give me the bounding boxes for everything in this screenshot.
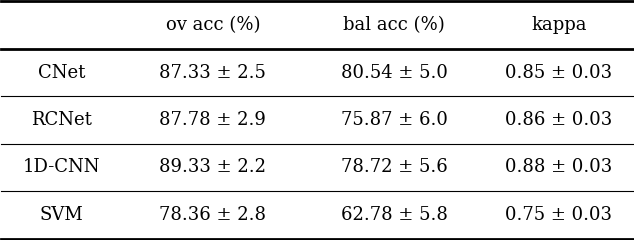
Text: 62.78 ± 5.8: 62.78 ± 5.8 — [341, 206, 448, 224]
Text: RCNet: RCNet — [32, 111, 93, 129]
Text: 78.72 ± 5.6: 78.72 ± 5.6 — [341, 158, 448, 176]
Text: 89.33 ± 2.2: 89.33 ± 2.2 — [159, 158, 266, 176]
Text: 1D-CNN: 1D-CNN — [23, 158, 101, 176]
Text: bal acc (%): bal acc (%) — [344, 16, 445, 34]
Text: 0.85 ± 0.03: 0.85 ± 0.03 — [505, 64, 612, 82]
Text: 0.86 ± 0.03: 0.86 ± 0.03 — [505, 111, 612, 129]
Text: 78.36 ± 2.8: 78.36 ± 2.8 — [159, 206, 266, 224]
Text: 87.78 ± 2.9: 87.78 ± 2.9 — [160, 111, 266, 129]
Text: SVM: SVM — [40, 206, 84, 224]
Text: kappa: kappa — [531, 16, 586, 34]
Text: CNet: CNet — [38, 64, 86, 82]
Text: 75.87 ± 6.0: 75.87 ± 6.0 — [341, 111, 448, 129]
Text: 87.33 ± 2.5: 87.33 ± 2.5 — [160, 64, 266, 82]
Text: 0.75 ± 0.03: 0.75 ± 0.03 — [505, 206, 612, 224]
Text: 80.54 ± 5.0: 80.54 ± 5.0 — [341, 64, 448, 82]
Text: ov acc (%): ov acc (%) — [165, 16, 260, 34]
Text: 0.88 ± 0.03: 0.88 ± 0.03 — [505, 158, 612, 176]
